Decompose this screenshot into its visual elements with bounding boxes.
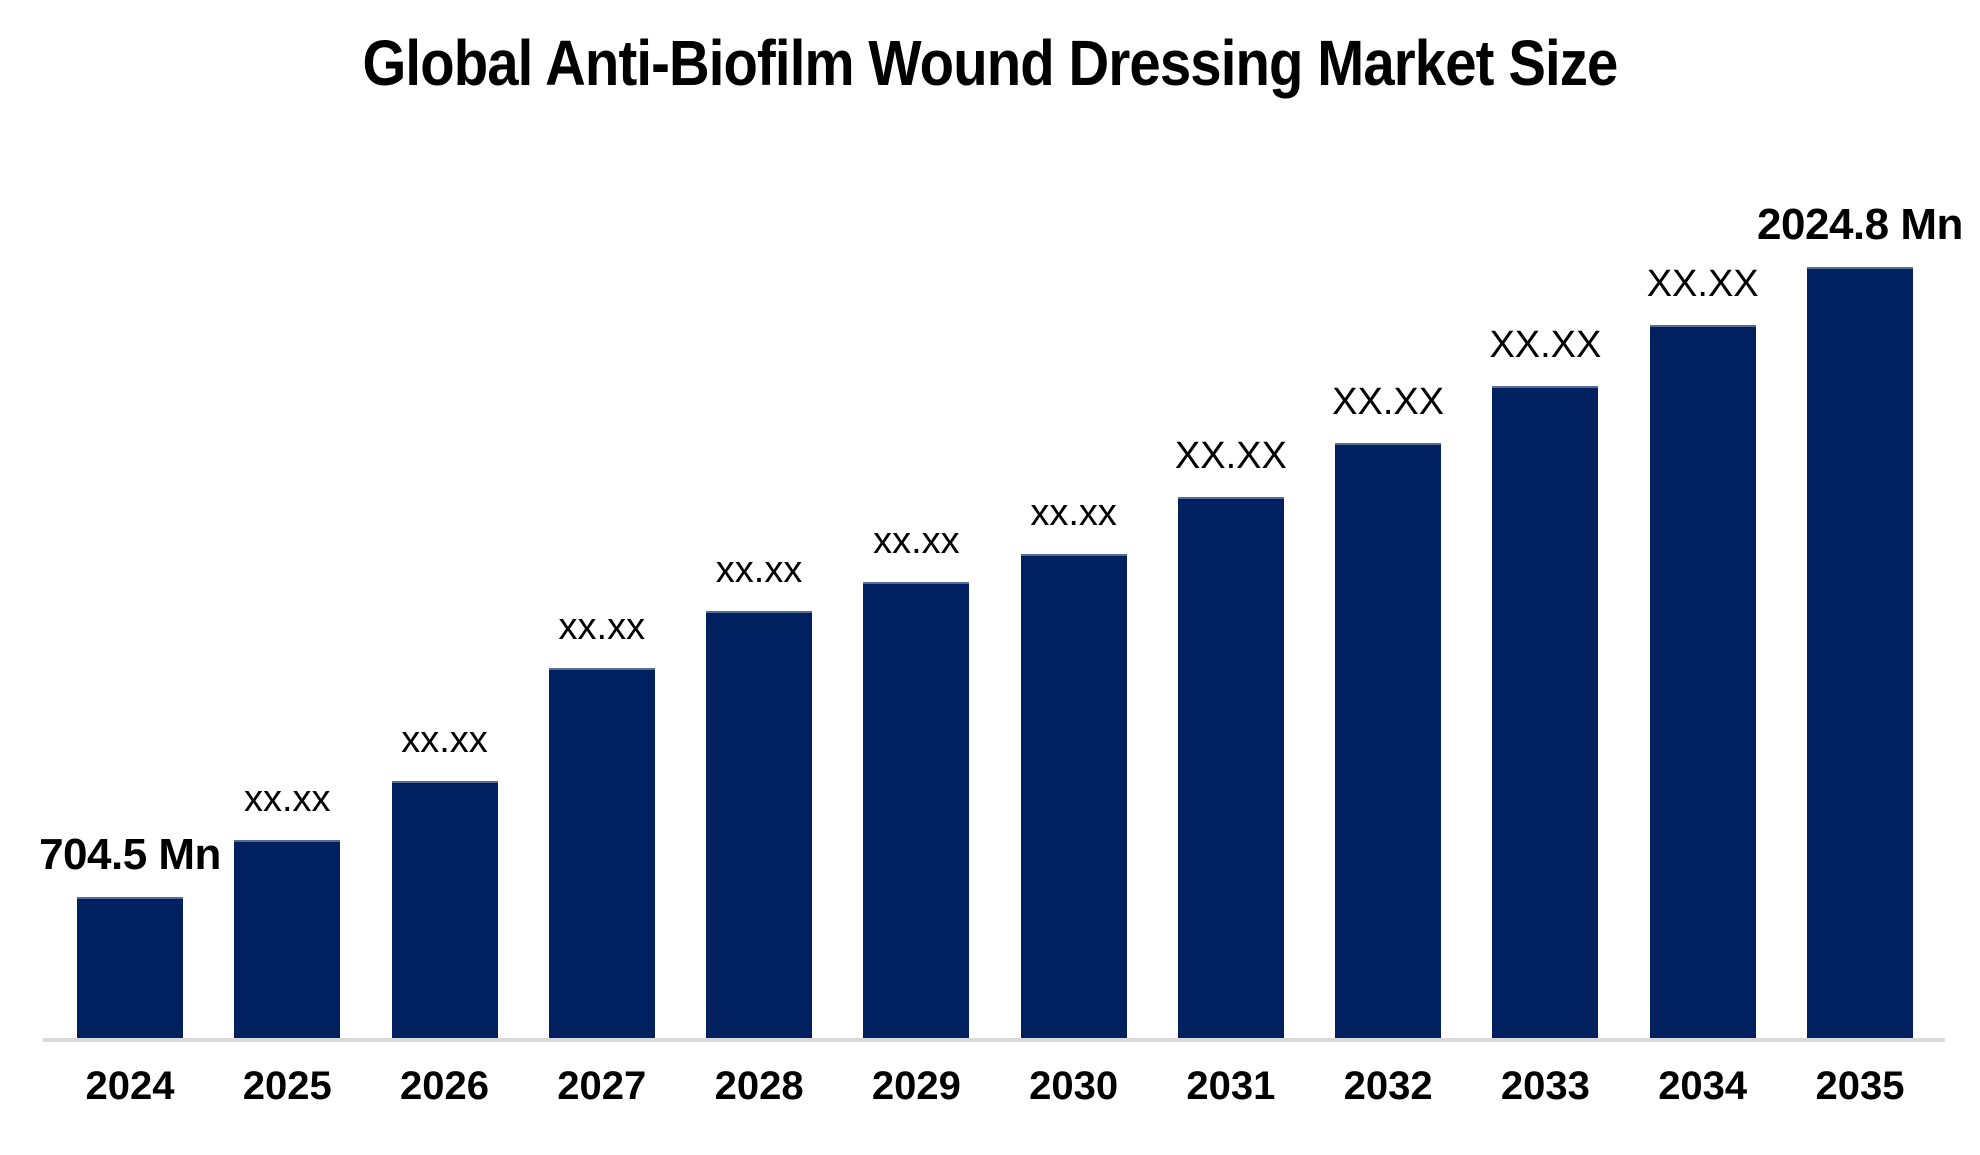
bar-2029 (863, 582, 970, 1038)
value-label-2029: xx.xx (873, 520, 960, 562)
bar-2035 (1806, 267, 1913, 1038)
value-label-2026: xx.xx (401, 719, 488, 761)
value-label-2030: xx.xx (1030, 492, 1117, 534)
x-tick-label-2035: 2035 (1815, 1064, 1905, 1108)
value-label-2024: 704.5 Mn (39, 830, 221, 879)
x-axis-line (43, 1038, 1945, 1042)
value-label-2032: XX.XX (1332, 381, 1445, 423)
bar-2032 (1335, 443, 1442, 1038)
x-tick-label-2032: 2032 (1343, 1064, 1433, 1108)
chart-title: Global Anti-Biofilm Wound Dressing Marke… (362, 27, 1619, 99)
x-tick-label-2028: 2028 (714, 1064, 804, 1108)
bar-2025 (234, 840, 341, 1038)
bar-2031 (1177, 497, 1284, 1038)
x-tick-label-2029: 2029 (871, 1064, 961, 1108)
bar-2034 (1649, 325, 1756, 1038)
bar-2027 (548, 668, 655, 1038)
value-label-2031: XX.XX (1174, 435, 1287, 477)
x-tick-label-2033: 2033 (1500, 1064, 1590, 1108)
value-label-2027: xx.xx (558, 606, 646, 648)
x-tick-label-2026: 2026 (400, 1064, 490, 1108)
x-tick-label-2031: 2031 (1186, 1064, 1276, 1108)
bar-2030 (1020, 554, 1127, 1038)
value-label-2033: XX.XX (1489, 324, 1602, 366)
x-tick-label-2030: 2030 (1029, 1064, 1119, 1108)
value-label-2028: xx.xx (715, 549, 803, 591)
bar-2026 (391, 781, 498, 1038)
x-tick-label-2027: 2027 (557, 1064, 647, 1108)
x-tick-label-2025: 2025 (242, 1064, 332, 1108)
x-tick-label-2024: 2024 (85, 1064, 175, 1108)
value-label-2035: 2024.8 Mn (1757, 200, 1963, 249)
bar-2024 (77, 897, 183, 1038)
x-tick-label-2034: 2034 (1658, 1064, 1748, 1108)
value-label-2034: XX.XX (1646, 263, 1759, 305)
bar-2033 (1492, 386, 1599, 1038)
bar-2028 (706, 611, 813, 1038)
value-label-2025: xx.xx (243, 778, 331, 820)
